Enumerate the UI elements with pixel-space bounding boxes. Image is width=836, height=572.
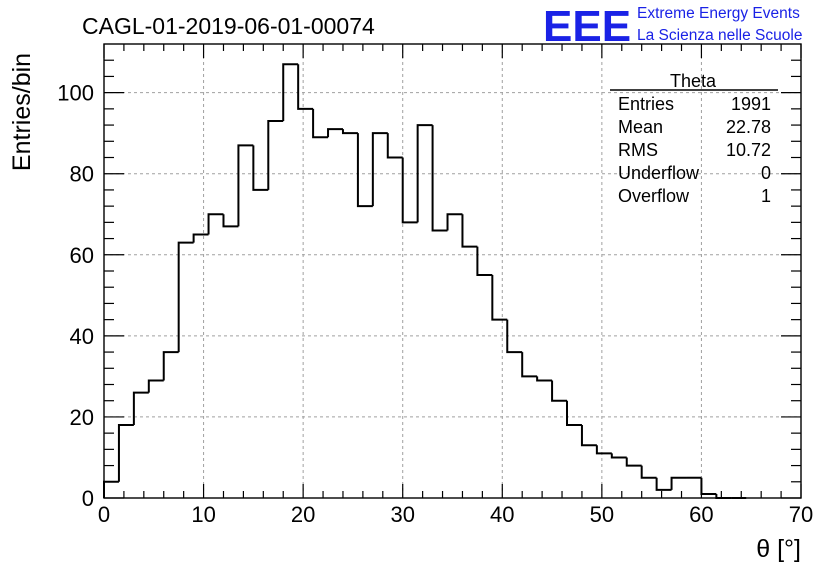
histogram-bin	[625, 457, 642, 467]
histogram-bin	[341, 129, 358, 135]
stats-value: 10.72	[726, 140, 771, 160]
histogram-bin	[297, 64, 314, 110]
histogram-bin	[670, 476, 687, 490]
stats-rows: Entries 1991 Mean 22.78 RMS 10.72 Underflow 0 Ov…	[618, 94, 771, 206]
histogram-bin	[655, 477, 672, 491]
stats-label: Entries	[618, 94, 674, 114]
grid-layer	[104, 44, 801, 498]
histogram-bin	[312, 108, 329, 139]
logo-line-2: La Scienza nelle Scuole	[637, 27, 802, 44]
histogram-bin	[103, 480, 119, 498]
histogram-bin	[356, 133, 373, 208]
histogram-bin	[536, 376, 553, 382]
histogram-bin	[416, 124, 433, 223]
histogram-bin	[551, 380, 568, 402]
histogram-bin	[192, 233, 209, 243]
histogram-bin	[506, 319, 523, 354]
histogram-bin	[446, 213, 463, 231]
histogram-bin	[461, 214, 478, 248]
x-tick-label: 50	[590, 502, 614, 527]
histogram-bin	[640, 465, 657, 479]
histogram-bin	[207, 213, 224, 235]
x-tick-label: 60	[689, 502, 713, 527]
histogram-bars	[103, 63, 747, 499]
y-tick-label: 40	[70, 324, 94, 349]
histogram-bin	[222, 214, 239, 228]
x-tick-label: 40	[490, 502, 514, 527]
histogram-bin	[371, 132, 388, 207]
stats-title: Theta	[670, 71, 717, 91]
histogram-bin	[177, 241, 194, 353]
y-axis-label: Entries/bin	[8, 53, 36, 171]
histogram-bin	[267, 120, 284, 190]
y-tick-label: 80	[70, 162, 94, 187]
stats-box: Theta Entries 1991 Mean 22.78 RMS 10.72 Underf…	[610, 71, 778, 206]
histogram-bin	[327, 128, 343, 138]
histogram-bin	[117, 424, 134, 482]
histogram-bin	[252, 145, 269, 191]
histogram-bin	[580, 425, 597, 447]
histogram-bin	[401, 157, 418, 224]
x-tick-label: 20	[291, 502, 315, 527]
histogram-bin	[147, 379, 164, 393]
stats-value: 1991	[731, 94, 771, 114]
logo-mark: EEE	[543, 2, 631, 51]
histogram-bin	[610, 453, 627, 459]
histogram-bin	[132, 391, 149, 426]
y-tick-label: 60	[70, 243, 94, 268]
plot-frame	[103, 43, 802, 499]
y-tick-label: 0	[82, 486, 94, 511]
x-tick-label: 70	[789, 502, 813, 527]
stats-value: 1	[761, 186, 771, 206]
x-tick-label: 30	[390, 502, 414, 527]
histogram-bin	[282, 63, 299, 122]
y-tick-label: 20	[70, 405, 94, 430]
histogram-bin	[476, 246, 493, 277]
stats-value: 0	[761, 163, 771, 183]
logo-line-1: Extreme Energy Events	[637, 5, 800, 22]
x-tick-label: 10	[191, 502, 215, 527]
histogram-bin	[386, 133, 403, 159]
histogram-bin	[566, 400, 582, 427]
x-axis-label: θ [°]	[756, 535, 801, 563]
stats-label: Underflow	[618, 163, 700, 183]
histogram-bin	[237, 144, 254, 227]
histogram-bin	[162, 351, 179, 381]
y-tick-label: 100	[57, 81, 94, 106]
histogram-bin	[431, 125, 448, 232]
run-title: CAGL-01-2019-06-01-00074	[82, 13, 375, 39]
eee-logo: EEE Extreme Energy Events La Scienza nel…	[543, 2, 802, 51]
stats-value: 22.78	[726, 117, 771, 137]
histogram-bin	[521, 352, 538, 378]
stats-label: Mean	[618, 117, 663, 137]
stats-label: RMS	[618, 140, 658, 160]
x-tick-label: 0	[98, 502, 110, 527]
histogram-bin	[700, 477, 717, 495]
histogram-bin	[491, 275, 508, 321]
histogram-bin	[595, 445, 612, 455]
stats-label: Overflow	[618, 186, 690, 206]
